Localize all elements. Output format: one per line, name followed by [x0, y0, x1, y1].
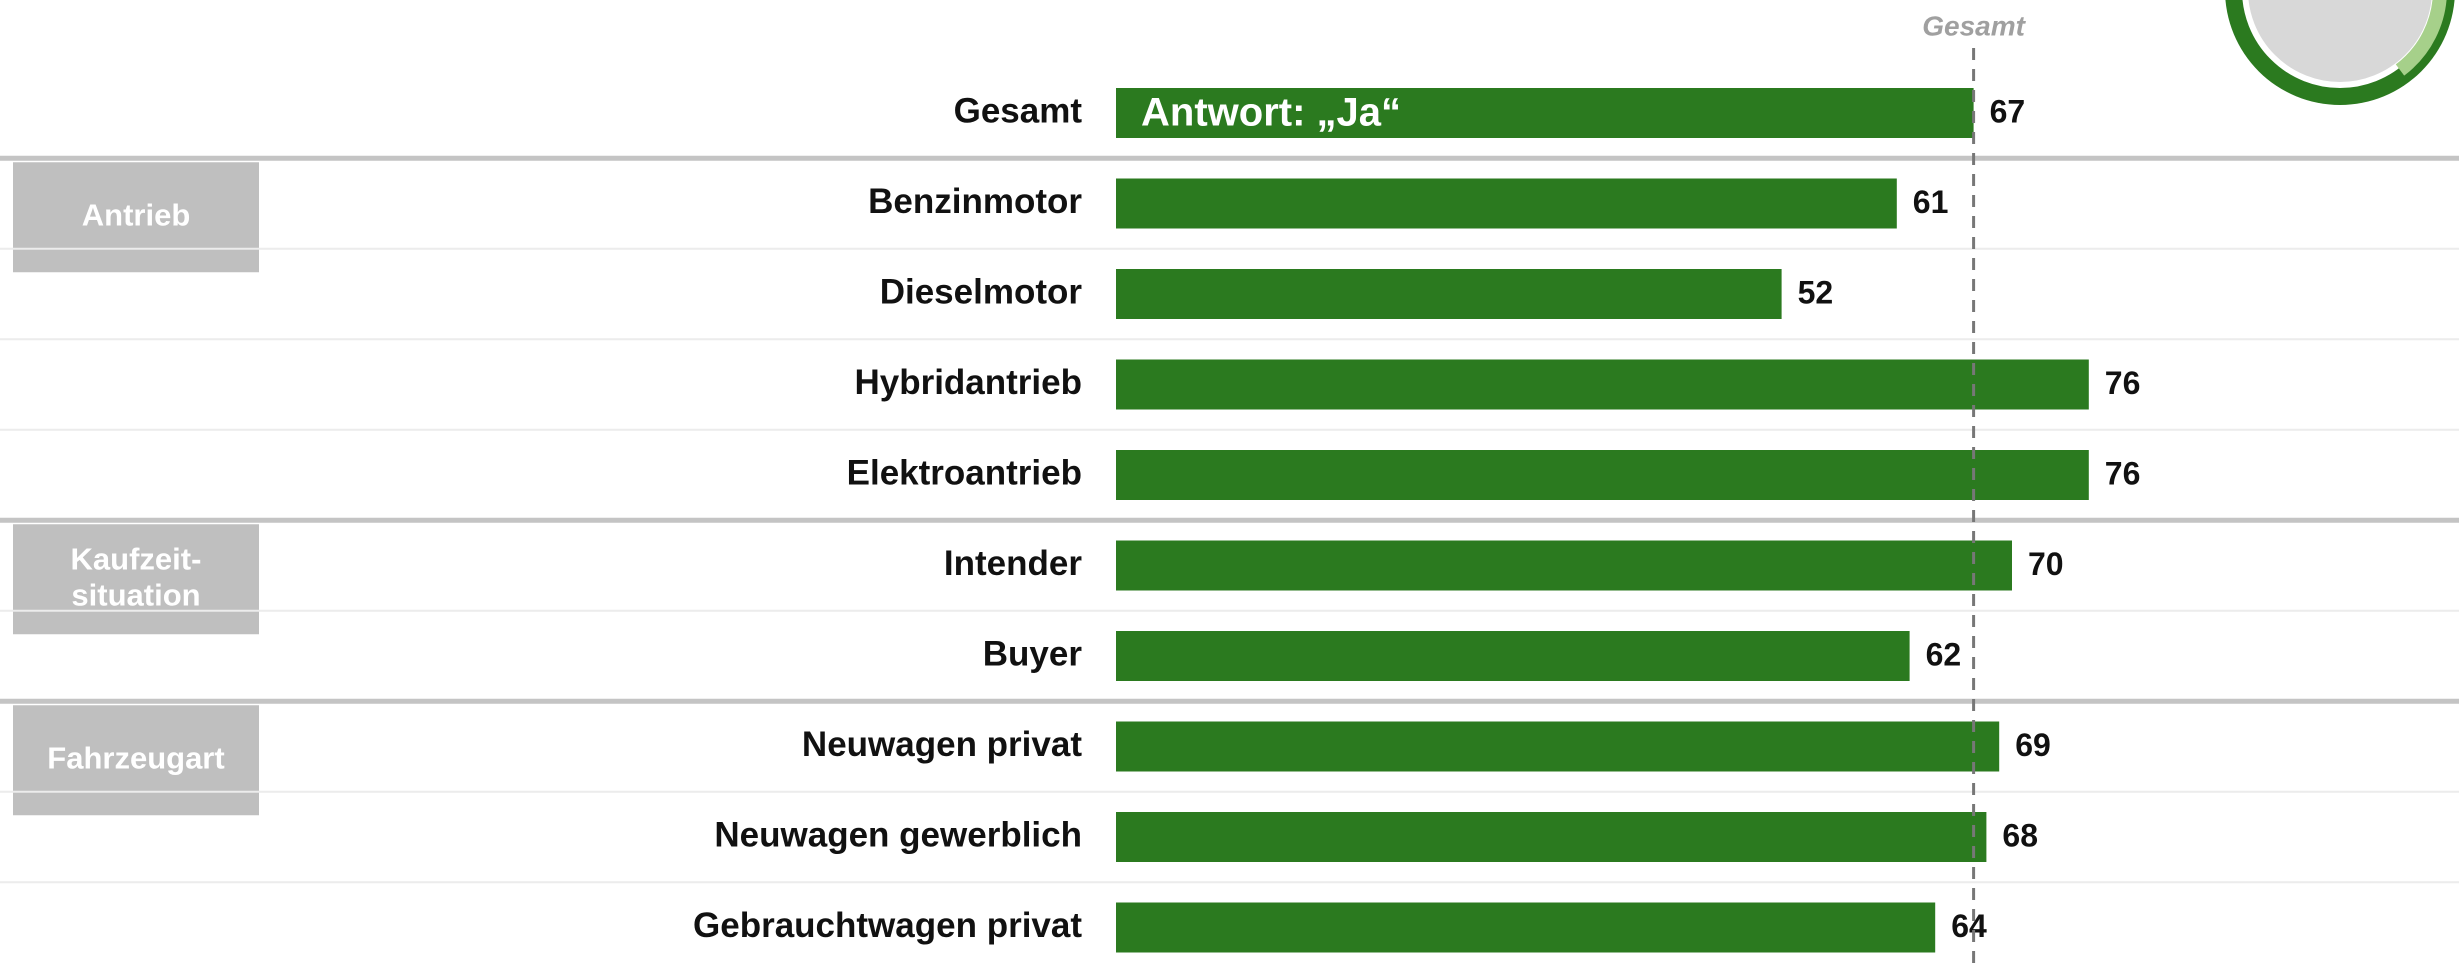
group-box [13, 162, 259, 273]
bar [1116, 902, 1936, 953]
value-label: 52 [1798, 274, 1834, 310]
icon-center [2242, 0, 2438, 88]
value-label: 69 [2015, 727, 2051, 763]
bar [1116, 178, 1897, 229]
category-label: Elektroantrieb [847, 453, 1082, 492]
bar [1116, 631, 1910, 681]
bar [1116, 540, 2012, 591]
group-label: Antrieb [82, 197, 191, 232]
value-label: 76 [2105, 365, 2141, 401]
value-label: 61 [1913, 184, 1949, 220]
group-label: Kaufzeit- [71, 541, 202, 576]
value-label: 62 [1926, 636, 1962, 672]
corner-icon [2225, 0, 2455, 105]
group-box [13, 705, 259, 816]
value-label: 67 [1990, 93, 2026, 129]
reference-label: Gesamt [1922, 10, 2026, 41]
category-label: Neuwagen privat [802, 725, 1082, 764]
category-label: Dieselmotor [880, 272, 1083, 311]
category-label: Gesamt [954, 91, 1083, 130]
category-label: Buyer [983, 634, 1083, 673]
value-label: 68 [2002, 817, 2038, 853]
bar [1116, 812, 1987, 862]
value-label: 76 [2105, 455, 2141, 491]
category-label: Gebrauchtwagen privat [693, 906, 1082, 945]
category-label: Hybridantrieb [854, 363, 1082, 402]
value-label: 64 [1951, 908, 1987, 944]
group-label: Fahrzeugart [47, 740, 224, 775]
bar-annotation: Antwort: „Ja“ [1141, 91, 1401, 135]
bar [1116, 269, 1782, 319]
category-label: Neuwagen gewerblich [714, 815, 1082, 854]
category-label: Benzinmotor [868, 182, 1082, 221]
bar [1116, 450, 2089, 500]
value-label: 70 [2028, 546, 2064, 582]
bar [1116, 359, 2089, 410]
group-label: situation [71, 577, 200, 612]
category-label: Intender [944, 544, 1082, 583]
icon-arc [2395, 0, 2447, 76]
bar [1116, 88, 1974, 138]
bar [1116, 721, 2000, 772]
group-box [13, 524, 259, 635]
